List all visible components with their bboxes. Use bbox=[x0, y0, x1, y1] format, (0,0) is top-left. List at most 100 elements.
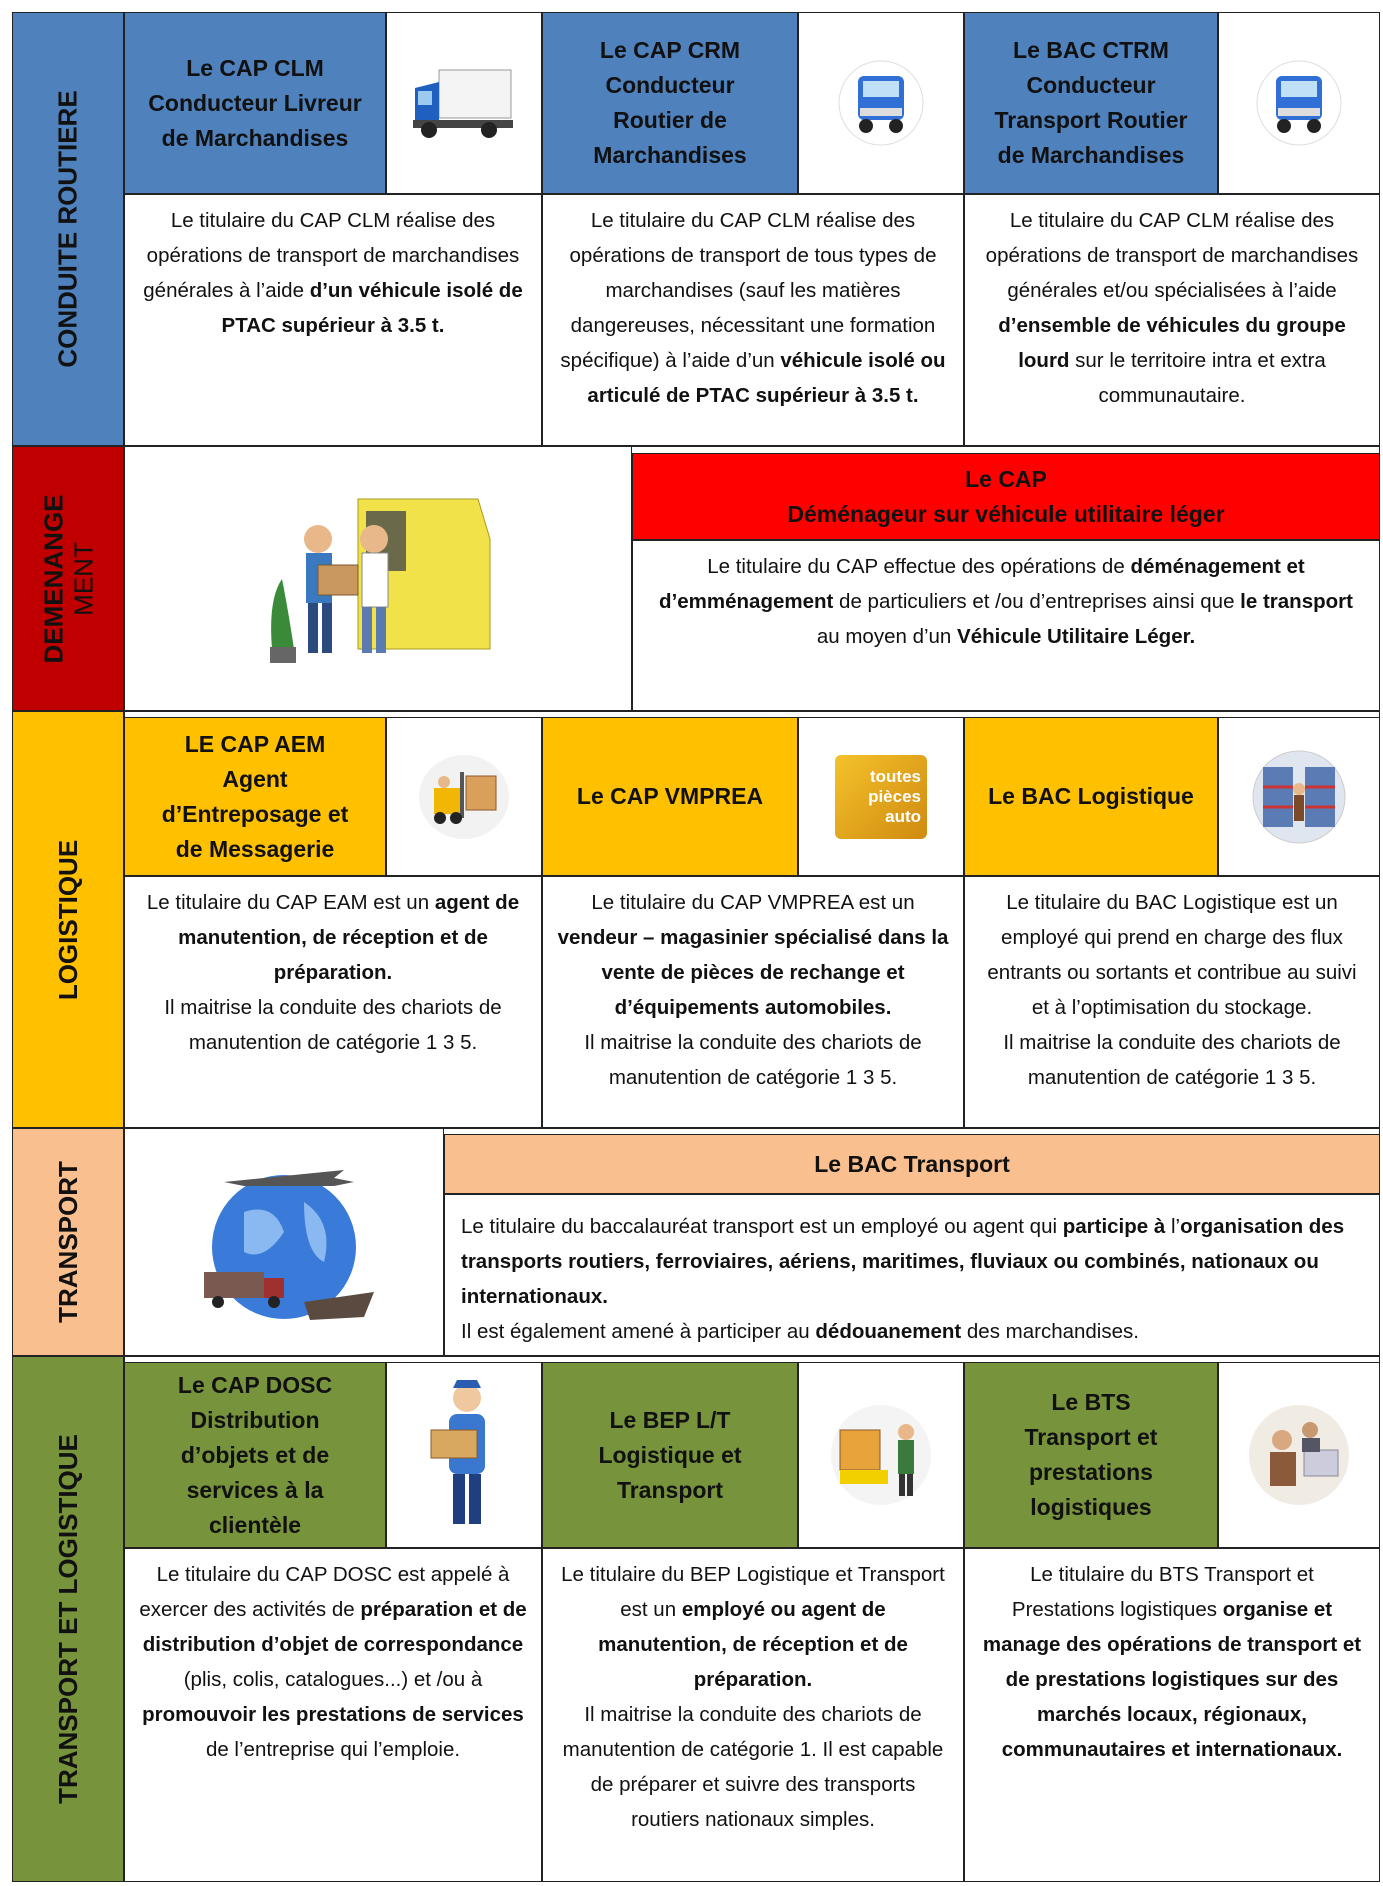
text-run: Il maitrise la conduite des chariots de … bbox=[164, 996, 502, 1054]
image bbox=[1218, 1362, 1380, 1548]
card-description: Le titulaire du CAP CLM réalise des opér… bbox=[124, 194, 542, 446]
text-run: promouvoir les prestations de services bbox=[142, 1703, 524, 1726]
label-text: DEMENANGE MENT bbox=[38, 494, 98, 663]
title-line: Distribution bbox=[190, 1406, 320, 1433]
title-line: Marchandises bbox=[593, 142, 747, 168]
title-line: Le CAP VMPREA bbox=[576, 783, 764, 809]
title-line: Agent bbox=[222, 765, 288, 792]
card-header: Le BEP L/T Logistique et Transport bbox=[542, 1362, 798, 1548]
card-description: Le titulaire du CAP EAM est un agent de … bbox=[124, 876, 542, 1128]
paragraph: Il maitrise la conduite des chariots de … bbox=[557, 1697, 949, 1837]
card-description: Le titulaire du CAP effectue des opérati… bbox=[632, 540, 1380, 711]
title-line: Routier de bbox=[613, 107, 727, 133]
card-header: Le CAP CRM Conducteur Routier de Marchandis… bbox=[542, 12, 798, 194]
title-line: Le CAP CLM bbox=[186, 54, 324, 81]
image: toutes pièces auto bbox=[798, 717, 964, 876]
image bbox=[798, 1362, 964, 1548]
text-run: organisation des transports routiers, fe… bbox=[461, 1215, 1345, 1308]
card-description: Le titulaire du CAP CLM réalise des opér… bbox=[542, 194, 964, 446]
image bbox=[798, 12, 964, 194]
text-run: d’un véhicule isolé de PTAC supérieur à … bbox=[221, 279, 523, 337]
paragraph: Le titulaire du CAP DOSC est appelé à ex… bbox=[139, 1557, 527, 1767]
title-line: Conducteur bbox=[1026, 72, 1156, 98]
image bbox=[386, 717, 542, 876]
label-line: CONDUITE ROUTIERE bbox=[53, 90, 83, 368]
illustration bbox=[1252, 750, 1346, 843]
label-line: TRANSPORT bbox=[53, 1161, 83, 1323]
text-run: Le titulaire du BTS Transport et Prestat… bbox=[1011, 1563, 1314, 1621]
card-description: Le titulaire du baccalauréat transport e… bbox=[444, 1194, 1380, 1356]
title-line: Le BAC Transport bbox=[814, 1150, 1010, 1177]
label-line: LOGISTIQUE bbox=[53, 839, 83, 1000]
title-line: Déménageur sur véhicule utilitaire léger bbox=[787, 500, 1225, 527]
paragraph: Le titulaire du CAP VMPREA est un vendeu… bbox=[557, 885, 949, 1025]
illustration bbox=[1256, 60, 1342, 146]
text-run: agent de manutention, de réception et de… bbox=[178, 891, 520, 984]
illustration bbox=[413, 69, 513, 138]
text-run: véhicule isolé ou articulé de PTAC supér… bbox=[587, 349, 946, 407]
text-run: (plis, colis, catalogues...) et /ou à bbox=[183, 1668, 483, 1691]
text-run: Le titulaire du CAP EAM est un bbox=[146, 891, 435, 914]
illustration bbox=[430, 1380, 485, 1524]
section-label: LOGISTIQUE bbox=[12, 711, 124, 1128]
text-run: Le titulaire du BEP Logistique et Transp… bbox=[561, 1563, 945, 1621]
illustration bbox=[419, 754, 509, 839]
text-run: préparation et de distribution d’objet d… bbox=[142, 1598, 527, 1656]
text-run: Il maitrise la conduite des chariots de … bbox=[584, 1031, 922, 1089]
title-line: LE CAP AEM bbox=[184, 730, 326, 757]
illustration bbox=[270, 498, 491, 663]
text-run: de l’entreprise qui l’emploie. bbox=[205, 1738, 461, 1761]
section-label: CONDUITE ROUTIERE bbox=[12, 12, 124, 446]
label-line: DEMENANGE bbox=[38, 493, 69, 664]
paragraph: Le titulaire du BTS Transport et Prestat… bbox=[979, 1557, 1365, 1767]
text-run: Le titulaire du CAP CLM réalise des opér… bbox=[985, 209, 1359, 302]
paragraph: Le titulaire du CAP CLM réalise des opér… bbox=[139, 203, 527, 343]
card-header: Le CAP VMPREA bbox=[542, 717, 798, 876]
title-line: Transport Routier bbox=[994, 107, 1188, 133]
label-line: MENT bbox=[68, 541, 99, 616]
text-run: Le titulaire du CAP DOSC est appelé à ex… bbox=[139, 1563, 510, 1621]
paragraph: Le titulaire du baccalauréat transport e… bbox=[461, 1209, 1363, 1314]
card-header: Le BTS Transport et prestations logistiques bbox=[964, 1362, 1218, 1548]
title-line: Le BAC Logistique bbox=[988, 783, 1194, 809]
logo-text: auto bbox=[885, 806, 921, 826]
card-header: Le CAP CLM Conducteur Livreur de Marchandi… bbox=[124, 12, 386, 194]
image bbox=[124, 446, 632, 711]
title-line: d’Entreposage et bbox=[161, 800, 349, 827]
title-line: logistiques bbox=[1030, 1494, 1152, 1520]
illustration bbox=[838, 60, 924, 146]
illustration bbox=[1249, 1405, 1349, 1505]
section-label: DEMENANGE MENT bbox=[12, 446, 124, 711]
title-line: clientèle bbox=[208, 1511, 302, 1538]
card-header: LE CAP AEM Agent d’Entreposage et de Messag… bbox=[124, 717, 386, 876]
card-header: Le BAC Transport bbox=[444, 1134, 1380, 1194]
text-run: l’ bbox=[1165, 1215, 1181, 1238]
card-header: Le BAC CTRM Conducteur Transport Routier de… bbox=[964, 12, 1218, 194]
title-line: Le CAP bbox=[965, 465, 1047, 492]
title-line: Transport bbox=[616, 1476, 724, 1503]
paragraph: Le titulaire du CAP CLM réalise des opér… bbox=[979, 203, 1365, 413]
image bbox=[124, 1128, 444, 1356]
text-run: Il maitrise la conduite des chariots de … bbox=[562, 1703, 944, 1831]
paragraph: Le titulaire du CAP CLM réalise des opér… bbox=[557, 203, 949, 413]
card-description: Le titulaire du CAP DOSC est appelé à ex… bbox=[124, 1548, 542, 1882]
text-run: Le titulaire du CAP CLM réalise des opér… bbox=[143, 209, 520, 302]
text-run: Le titulaire du CAP VMPREA est un bbox=[591, 891, 915, 914]
text-run: le transport bbox=[1240, 590, 1353, 613]
text-run: de particuliers et /ou d’entreprises ain… bbox=[833, 590, 1241, 613]
title-line: Logistique et bbox=[598, 1441, 742, 1468]
image bbox=[1218, 717, 1380, 876]
title-line: Le CAP DOSC bbox=[177, 1371, 333, 1398]
text-run: sur le territoire intra et extra communa… bbox=[1069, 349, 1326, 407]
text-run: Le titulaire du CAP CLM réalise des opér… bbox=[560, 209, 937, 372]
text-run: au moyen d’un bbox=[816, 625, 958, 648]
text-run: Le titulaire du baccalauréat transport e… bbox=[461, 1215, 1063, 1238]
text-run: Le titulaire du CAP effectue des opérati… bbox=[707, 555, 1131, 578]
label-text: TRANSPORT ET LOGISTIQUE bbox=[53, 1434, 83, 1804]
section-label: TRANSPORT ET LOGISTIQUE bbox=[12, 1356, 124, 1882]
title-line: Transport et bbox=[1024, 1424, 1158, 1450]
title-line: Le BAC CTRM bbox=[1013, 37, 1169, 63]
card-header: Le CAP DOSC Distribution d’objets et de ser… bbox=[124, 1362, 386, 1548]
label-text: TRANSPORT bbox=[53, 1161, 83, 1323]
text-run: des marchandises. bbox=[961, 1320, 1139, 1343]
